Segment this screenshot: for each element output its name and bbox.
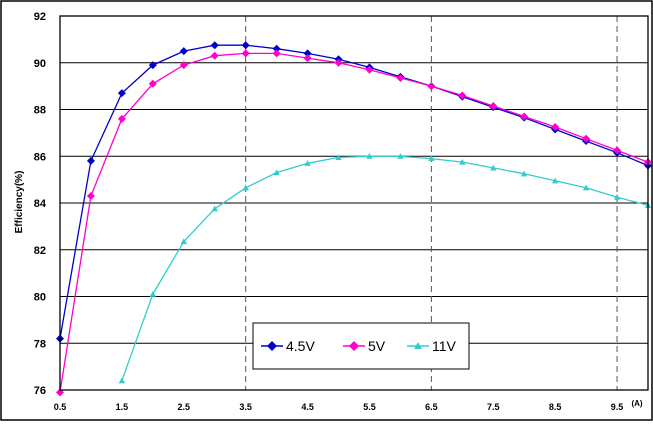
data-point xyxy=(86,191,95,200)
data-point xyxy=(117,114,126,123)
x-tick-label: 1.5 xyxy=(116,402,129,412)
data-point xyxy=(179,47,188,56)
data-point xyxy=(613,193,621,200)
legend-label: 11V xyxy=(432,338,457,354)
data-point xyxy=(334,58,343,67)
data-point xyxy=(148,79,157,88)
x-tick-label: 3.5 xyxy=(239,402,252,412)
x-tick-label: 7.5 xyxy=(487,402,500,412)
x-tick-label: 9.5 xyxy=(611,402,624,412)
x-tick-label: 4.5 xyxy=(301,402,314,412)
data-point xyxy=(551,177,559,184)
data-point xyxy=(582,134,591,143)
data-point xyxy=(613,146,622,155)
legend: 4.5V 5V 11V xyxy=(252,322,470,370)
data-point xyxy=(489,101,498,110)
series-line-1 xyxy=(59,52,649,393)
plot-border xyxy=(59,15,649,391)
series-line-2 xyxy=(121,155,649,381)
data-point xyxy=(118,377,126,384)
data-point xyxy=(241,41,250,50)
y-tick-label: 82 xyxy=(34,245,46,257)
data-point xyxy=(396,73,405,82)
data-point xyxy=(242,184,249,191)
x-tick-label: 5.5 xyxy=(363,402,376,412)
x-tick-label: 8.5 xyxy=(549,402,562,412)
data-point xyxy=(520,112,529,121)
y-tick-label: 88 xyxy=(34,105,46,117)
data-point xyxy=(180,238,187,245)
data-point xyxy=(397,153,404,159)
series-line-0 xyxy=(59,44,649,339)
data-point xyxy=(365,65,374,74)
data-point xyxy=(179,61,188,70)
y-tick-label: 78 xyxy=(34,338,46,350)
data-point xyxy=(86,156,95,165)
data-point xyxy=(148,61,157,70)
data-point xyxy=(427,82,436,91)
y-tick-label: 90 xyxy=(34,58,46,70)
data-point xyxy=(551,123,560,132)
y-tick-label: 84 xyxy=(34,198,47,210)
x-tick-label: 6.5 xyxy=(425,402,438,412)
data-point xyxy=(211,205,218,212)
data-point xyxy=(273,169,280,176)
y-tick-label: 86 xyxy=(34,151,46,163)
data-point xyxy=(272,49,281,58)
data-point xyxy=(458,91,467,100)
data-point xyxy=(303,49,312,58)
data-point xyxy=(366,153,373,159)
data-point xyxy=(459,158,466,165)
y-tick-label: 92 xyxy=(34,11,46,23)
data-point xyxy=(335,154,342,160)
data-point xyxy=(521,170,528,177)
y-tick-label: 76 xyxy=(34,385,46,397)
data-point xyxy=(210,51,219,60)
data-point xyxy=(428,155,435,162)
legend-label: 5V xyxy=(368,338,386,354)
x-tick-label: 2.5 xyxy=(178,402,191,412)
data-point xyxy=(303,54,312,63)
x-axis-unit: (A) xyxy=(631,399,642,408)
data-point xyxy=(241,49,250,58)
y-tick-label: 80 xyxy=(34,292,46,304)
data-point xyxy=(304,160,311,166)
legend-marker xyxy=(414,342,422,349)
data-point xyxy=(117,89,126,98)
legend-label: 4.5V xyxy=(286,338,315,354)
legend-marker xyxy=(349,341,359,351)
data-point xyxy=(272,44,281,53)
data-point xyxy=(582,184,590,191)
legend-marker xyxy=(267,341,277,351)
y-axis-title: Efficiency(%) xyxy=(14,171,25,234)
data-point xyxy=(490,164,497,171)
data-point xyxy=(149,290,157,297)
data-point xyxy=(210,41,219,50)
x-tick-label: 0.5 xyxy=(54,402,67,412)
